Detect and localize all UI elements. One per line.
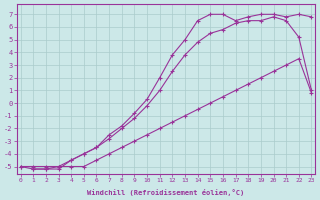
X-axis label: Windchill (Refroidissement éolien,°C): Windchill (Refroidissement éolien,°C) xyxy=(87,189,245,196)
